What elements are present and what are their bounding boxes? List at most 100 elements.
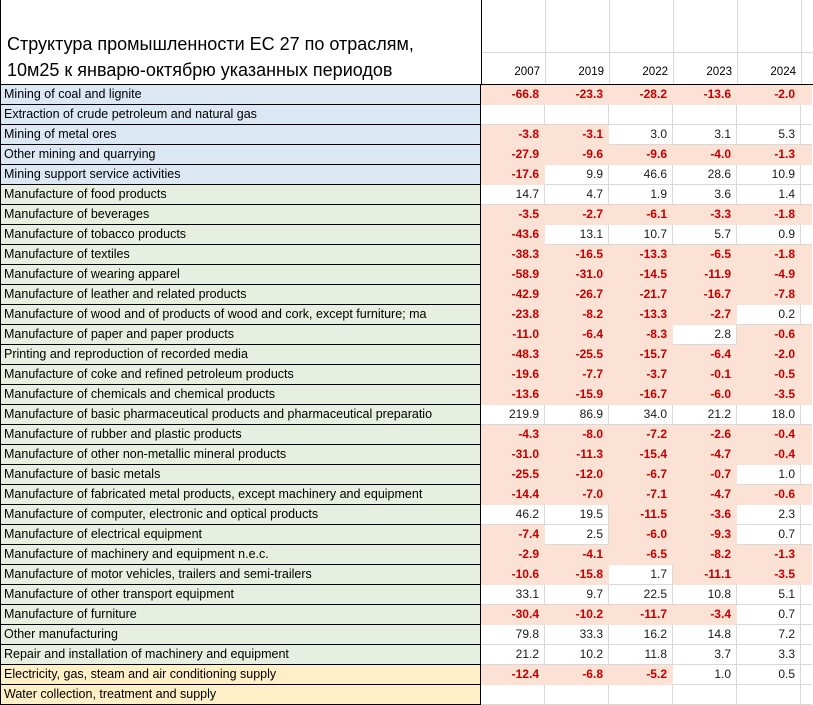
- value-cell[interactable]: 2.5: [545, 525, 609, 545]
- value-cell[interactable]: -4.0: [673, 145, 737, 165]
- value-cell[interactable]: -8.2: [673, 545, 737, 565]
- value-cell[interactable]: -8.3: [609, 325, 673, 345]
- value-cell[interactable]: -48.3: [481, 345, 545, 365]
- value-cell[interactable]: 11.8: [609, 645, 673, 665]
- row-label-cell[interactable]: Manufacture of chemicals and chemical pr…: [0, 385, 481, 405]
- value-cell[interactable]: 2.3: [737, 505, 801, 525]
- value-cell[interactable]: -11.9: [673, 265, 737, 285]
- value-cell[interactable]: 5.7: [673, 225, 737, 245]
- value-cell[interactable]: -10.6: [481, 565, 545, 585]
- value-cell[interactable]: -12.0: [545, 465, 609, 485]
- value-cell[interactable]: 10.8: [673, 585, 737, 605]
- value-cell[interactable]: -15.9: [545, 385, 609, 405]
- value-cell[interactable]: -0.6: [737, 325, 801, 345]
- value-cell[interactable]: 10.9: [737, 165, 801, 185]
- value-cell[interactable]: -13.6: [481, 385, 545, 405]
- value-cell[interactable]: -3.5: [481, 205, 545, 225]
- value-cell[interactable]: -8.2: [545, 305, 609, 325]
- value-cell[interactable]: 3.3: [737, 645, 801, 665]
- row-label-cell[interactable]: Manufacture of machinery and equipment n…: [0, 545, 481, 565]
- value-cell[interactable]: -13.6: [673, 85, 737, 105]
- value-cell[interactable]: -16.7: [609, 385, 673, 405]
- value-cell[interactable]: -6.7: [609, 465, 673, 485]
- value-cell[interactable]: -43.6: [481, 225, 545, 245]
- row-label-cell[interactable]: Manufacture of furniture: [0, 605, 481, 625]
- value-cell[interactable]: -9.3: [673, 525, 737, 545]
- value-cell[interactable]: -9.6: [545, 145, 609, 165]
- value-cell[interactable]: -3.1: [545, 125, 609, 145]
- value-cell[interactable]: 46.2: [481, 505, 545, 525]
- value-cell[interactable]: 21.2: [673, 405, 737, 425]
- value-cell[interactable]: 0.7: [737, 525, 801, 545]
- row-label-cell[interactable]: Water collection, treatment and supply: [0, 685, 481, 705]
- value-cell[interactable]: -1.3: [737, 145, 801, 165]
- value-cell[interactable]: 10.7: [609, 225, 673, 245]
- value-cell[interactable]: -6.5: [673, 245, 737, 265]
- row-label-cell[interactable]: Electricity, gas, steam and air conditio…: [0, 665, 481, 685]
- value-cell[interactable]: -27.9: [481, 145, 545, 165]
- value-cell[interactable]: [545, 105, 609, 125]
- value-cell[interactable]: -13.3: [609, 245, 673, 265]
- row-label-cell[interactable]: Other manufacturing: [0, 625, 481, 645]
- value-cell[interactable]: 1.7: [609, 565, 673, 585]
- year-header-cell[interactable]: 2019: [546, 0, 610, 84]
- row-label-cell[interactable]: Manufacture of tobacco products: [0, 225, 481, 245]
- value-cell[interactable]: -4.9: [737, 265, 801, 285]
- value-cell[interactable]: 86.9: [545, 405, 609, 425]
- value-cell[interactable]: -25.5: [481, 465, 545, 485]
- row-label-cell[interactable]: Manufacture of wearing apparel: [0, 265, 481, 285]
- year-header-cell[interactable]: 2022: [610, 0, 674, 84]
- value-cell[interactable]: -3.3: [673, 205, 737, 225]
- value-cell[interactable]: 3.6: [673, 185, 737, 205]
- value-cell[interactable]: -2.0: [737, 345, 801, 365]
- value-cell[interactable]: [609, 105, 673, 125]
- value-cell[interactable]: -0.6: [737, 485, 801, 505]
- value-cell[interactable]: -58.9: [481, 265, 545, 285]
- value-cell[interactable]: 14.7: [481, 185, 545, 205]
- value-cell[interactable]: -6.0: [609, 525, 673, 545]
- value-cell[interactable]: -5.2: [609, 665, 673, 685]
- value-cell[interactable]: -0.5: [737, 365, 801, 385]
- value-cell[interactable]: 3.1: [673, 125, 737, 145]
- value-cell[interactable]: -7.8: [737, 285, 801, 305]
- value-cell[interactable]: 10.2: [545, 645, 609, 665]
- value-cell[interactable]: -3.4: [673, 605, 737, 625]
- value-cell[interactable]: 7.2: [737, 625, 801, 645]
- value-cell[interactable]: -31.0: [481, 445, 545, 465]
- value-cell[interactable]: -6.0: [673, 385, 737, 405]
- value-cell[interactable]: [609, 685, 673, 705]
- value-cell[interactable]: 34.0: [609, 405, 673, 425]
- value-cell[interactable]: -4.3: [481, 425, 545, 445]
- value-cell[interactable]: 14.8: [673, 625, 737, 645]
- row-label-cell[interactable]: Mining support service activities: [0, 165, 481, 185]
- value-cell[interactable]: -15.7: [609, 345, 673, 365]
- value-cell[interactable]: [737, 105, 801, 125]
- value-cell[interactable]: 21.2: [481, 645, 545, 665]
- row-label-cell[interactable]: Other mining and quarrying: [0, 145, 481, 165]
- value-cell[interactable]: -2.9: [481, 545, 545, 565]
- row-label-cell[interactable]: Manufacture of other non-metallic minera…: [0, 445, 481, 465]
- value-cell[interactable]: 1.4: [737, 185, 801, 205]
- row-label-cell[interactable]: Manufacture of other transport equipment: [0, 585, 481, 605]
- row-label-cell[interactable]: Manufacture of electrical equipment: [0, 525, 481, 545]
- value-cell[interactable]: 1.0: [737, 465, 801, 485]
- row-label-cell[interactable]: Manufacture of coke and refined petroleu…: [0, 365, 481, 385]
- value-cell[interactable]: -15.8: [545, 565, 609, 585]
- value-cell[interactable]: -9.6: [609, 145, 673, 165]
- value-cell[interactable]: -8.0: [545, 425, 609, 445]
- value-cell[interactable]: -6.4: [673, 345, 737, 365]
- value-cell[interactable]: -3.7: [609, 365, 673, 385]
- value-cell[interactable]: 3.0: [609, 125, 673, 145]
- value-cell[interactable]: -4.7: [673, 485, 737, 505]
- value-cell[interactable]: 22.5: [609, 585, 673, 605]
- value-cell[interactable]: 219.9: [481, 405, 545, 425]
- value-cell[interactable]: -3.6: [673, 505, 737, 525]
- value-cell[interactable]: -10.2: [545, 605, 609, 625]
- value-cell[interactable]: 33.3: [545, 625, 609, 645]
- value-cell[interactable]: -11.5: [609, 505, 673, 525]
- value-cell[interactable]: 79.8: [481, 625, 545, 645]
- value-cell[interactable]: -38.3: [481, 245, 545, 265]
- row-label-cell[interactable]: Manufacture of basic metals: [0, 465, 481, 485]
- value-cell[interactable]: [673, 105, 737, 125]
- row-label-cell[interactable]: Manufacture of wood and of products of w…: [0, 305, 481, 325]
